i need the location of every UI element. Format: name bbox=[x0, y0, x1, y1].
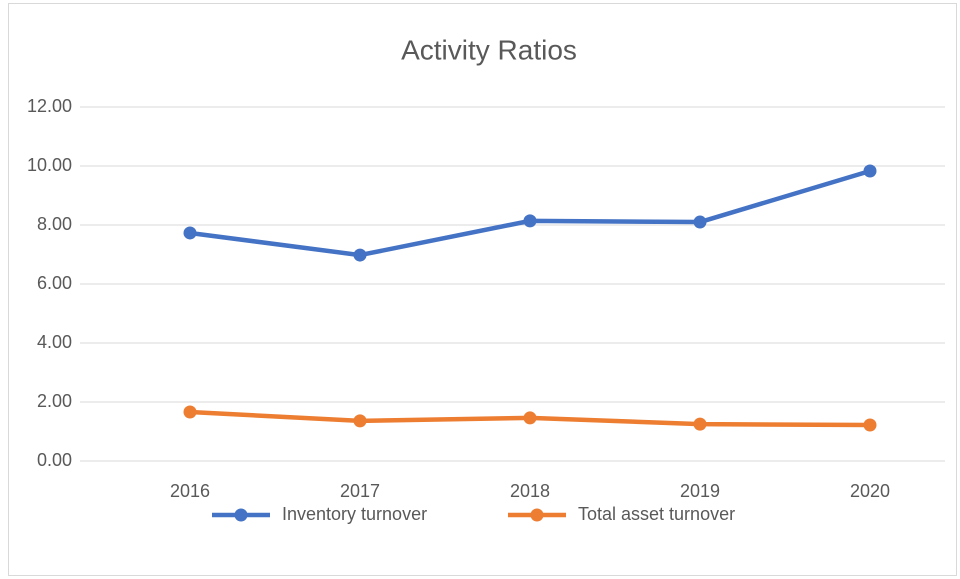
data-point bbox=[523, 411, 537, 425]
x-tick-label: 2020 bbox=[850, 481, 890, 501]
x-tick-label: 2019 bbox=[680, 481, 720, 501]
y-tick-label: 10.00 bbox=[27, 155, 72, 175]
chart-border bbox=[8, 3, 957, 576]
y-tick-label: 8.00 bbox=[37, 214, 72, 234]
data-point bbox=[863, 418, 877, 432]
y-tick-label: 12.00 bbox=[27, 96, 72, 116]
data-point bbox=[523, 214, 537, 228]
data-point bbox=[863, 164, 877, 178]
data-point bbox=[693, 215, 707, 229]
x-tick-label: 2017 bbox=[340, 481, 380, 501]
y-tick-label: 4.00 bbox=[37, 332, 72, 352]
y-tick-label: 0.00 bbox=[37, 450, 72, 470]
y-tick-label: 6.00 bbox=[37, 273, 72, 293]
chart-title: Activity Ratios bbox=[401, 34, 577, 65]
data-point bbox=[693, 417, 707, 431]
legend-marker bbox=[234, 508, 248, 522]
data-point bbox=[183, 405, 197, 419]
legend-marker bbox=[530, 508, 544, 522]
x-tick-label: 2016 bbox=[170, 481, 210, 501]
y-tick-label: 2.00 bbox=[37, 391, 72, 411]
legend-label: Total asset turnover bbox=[578, 504, 735, 524]
data-point bbox=[183, 226, 197, 240]
data-point bbox=[353, 414, 367, 428]
data-point bbox=[353, 248, 367, 262]
legend-label: Inventory turnover bbox=[282, 504, 427, 524]
x-tick-label: 2018 bbox=[510, 481, 550, 501]
